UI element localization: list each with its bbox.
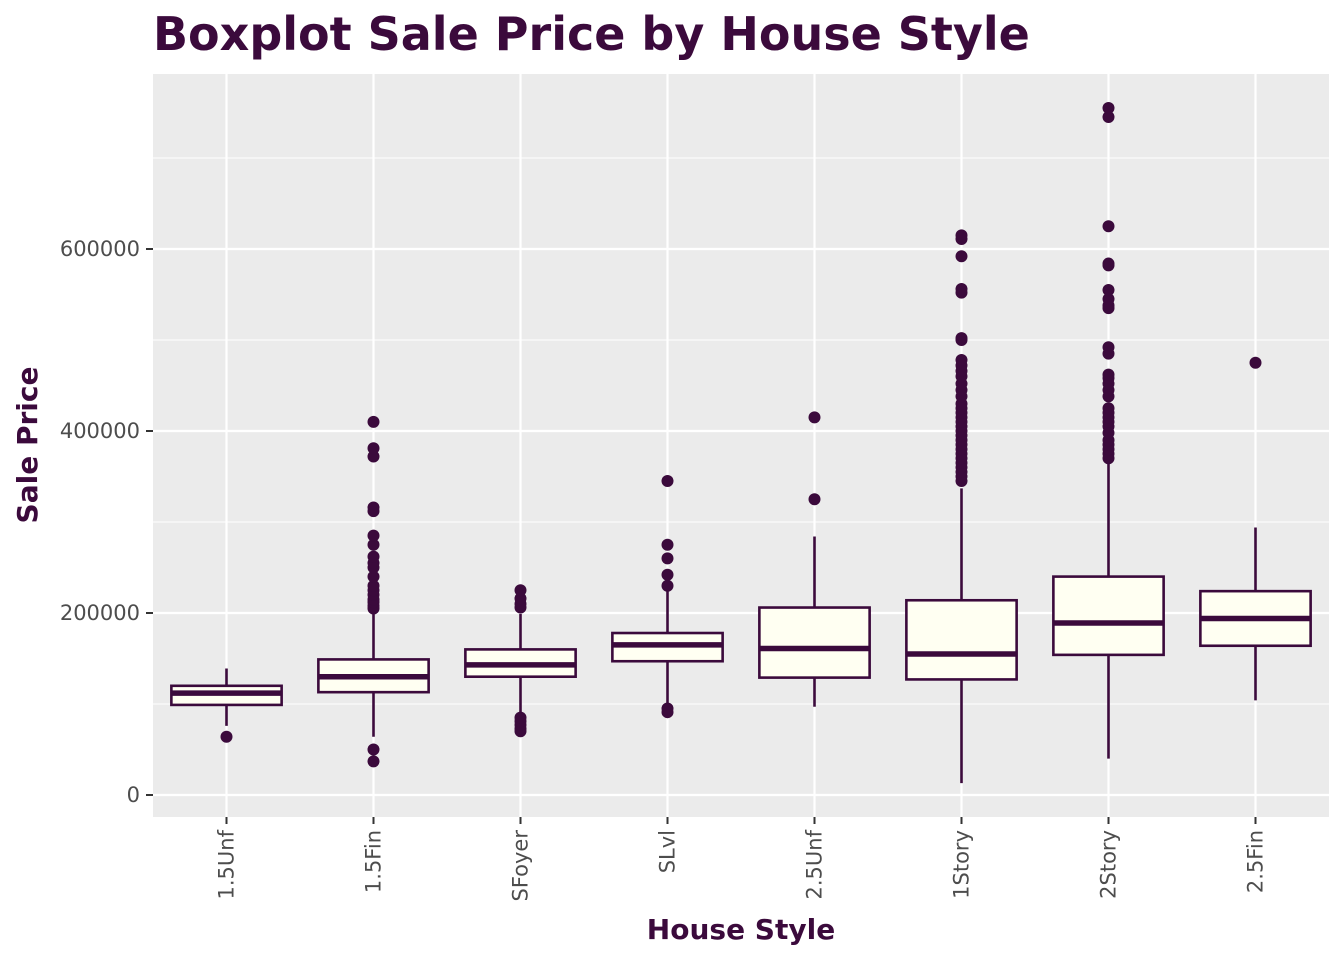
x-tick-label: SFoyer [509,830,533,902]
outlier-point [1249,356,1262,369]
outlier-point [1102,283,1115,296]
outlier-point [661,475,674,488]
box-SFoyer [464,584,577,738]
outlier-point [661,552,674,565]
chart-title: Boxplot Sale Price by House Style [153,7,1030,61]
outlier-point [661,568,674,581]
x-tick-label: 2Story [1097,830,1121,899]
outlier-point [367,538,380,551]
box-2Story [1052,101,1165,759]
outlier-point [367,550,380,563]
outlier-point [1102,257,1115,270]
y-tick-label: 0 [127,783,140,807]
box-SLvl [611,475,724,719]
x-tick-label: 2.5Fin [1244,830,1268,893]
outlier-point [661,579,674,592]
y-tick-label: 600000 [60,237,140,261]
outlier-point [1102,402,1115,415]
x-axis: 1.5Unf 1.5Fin SFoyer SLvl 2.5Unf 1Story 2Story… [215,817,1268,902]
box-body [905,598,1018,681]
box-1.5Fin [317,415,430,768]
outlier-point [220,730,233,743]
boxes [170,101,1312,784]
outlier-point [367,442,380,455]
outlier-point [808,493,821,506]
x-tick-label: 1Story [950,830,974,899]
outlier-point [955,354,968,367]
x-tick-label: 1.5Unf [215,829,239,899]
box-1.5Unf [170,668,283,743]
outlier-point [955,250,968,263]
box-body [1052,575,1165,657]
x-axis-title: House Style [647,913,835,946]
box-2.5Fin [1199,356,1312,701]
outlier-point [1102,220,1115,233]
outlier-point [367,501,380,514]
outlier-point [367,755,380,768]
outlier-point [955,283,968,296]
outlier-point [1102,293,1115,306]
outlier-point [367,570,380,583]
x-tick-label: 1.5Fin [362,830,386,893]
outlier-point [367,579,380,592]
outlier-point [514,711,527,724]
box-body [758,606,871,679]
box-1Story [905,229,1018,784]
outlier-point [367,415,380,428]
plot-panel [153,74,1329,817]
y-tick-label: 400000 [60,419,140,443]
outlier-point [808,411,821,424]
y-tick-label: 200000 [60,601,140,625]
y-axis-title: Sale Price [11,367,44,524]
outlier-point [955,229,968,242]
box-2.5Unf [758,411,871,707]
x-tick-label: 2.5Unf [803,829,827,899]
outlier-point [955,332,968,345]
outlier-point [514,584,527,597]
outlier-point [367,743,380,756]
outlier-point [1102,341,1115,354]
outlier-point [1102,111,1115,124]
outlier-point [661,702,674,715]
x-tick-label: SLvl [656,830,680,873]
outlier-point [1102,368,1115,381]
y-axis: 0 200000 400000 600000 [60,237,153,807]
outlier-point [367,529,380,542]
outlier-point [661,538,674,551]
outlier-point [1102,101,1115,114]
